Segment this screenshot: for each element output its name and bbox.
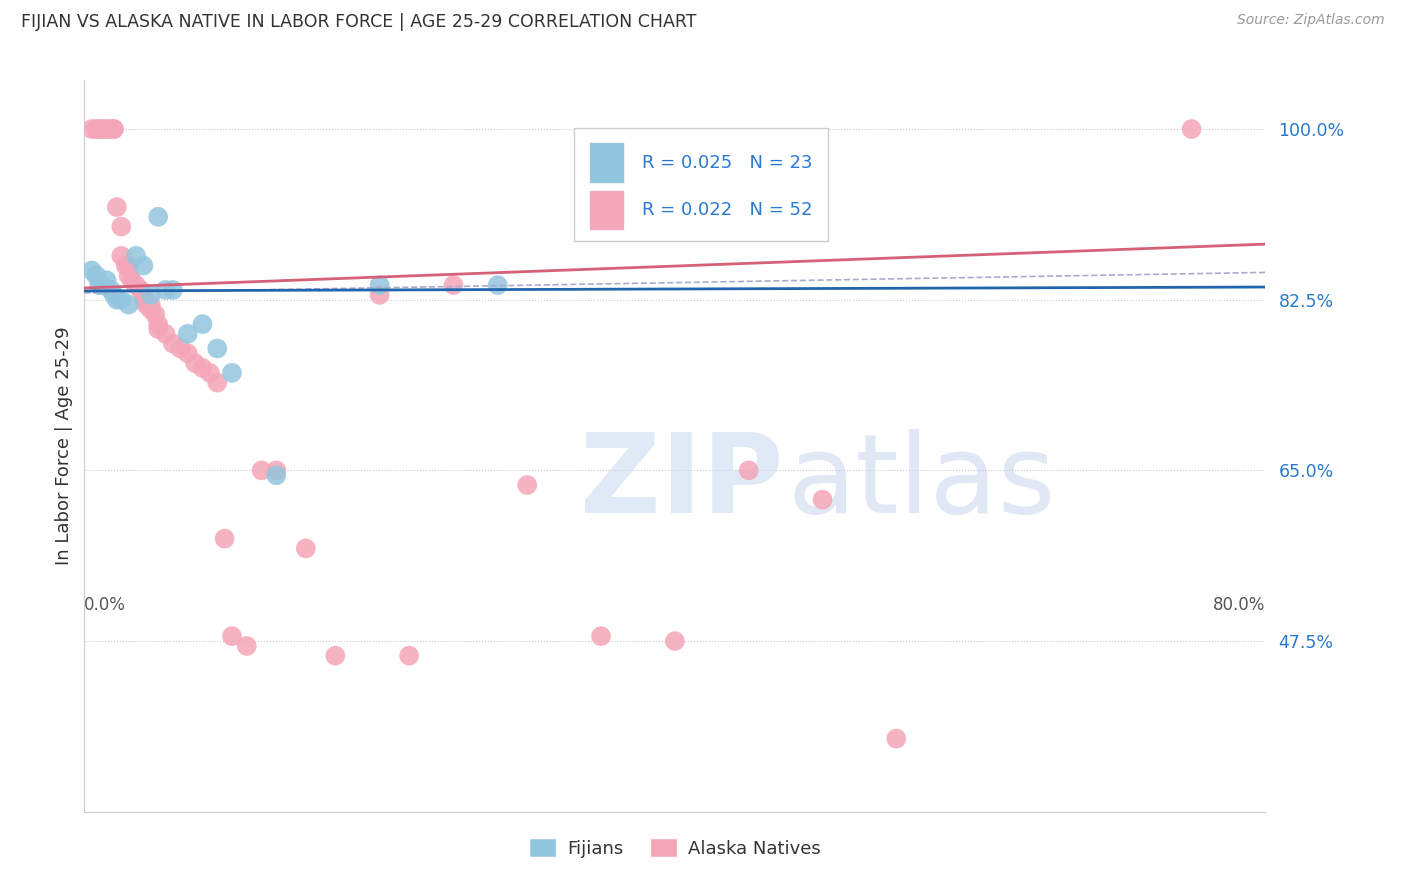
Text: atlas: atlas bbox=[787, 429, 1056, 536]
Point bbox=[162, 336, 184, 351]
Point bbox=[811, 492, 834, 507]
Point bbox=[91, 122, 114, 136]
Point bbox=[221, 366, 243, 380]
Point bbox=[105, 200, 128, 214]
Point bbox=[155, 283, 177, 297]
Point bbox=[198, 366, 221, 380]
Text: R = 0.025   N = 23: R = 0.025 N = 23 bbox=[641, 153, 813, 171]
FancyBboxPatch shape bbox=[589, 190, 624, 230]
Point bbox=[143, 307, 166, 321]
Point bbox=[368, 278, 391, 293]
Point bbox=[738, 463, 761, 477]
Point bbox=[214, 532, 236, 546]
Point bbox=[114, 259, 136, 273]
Point bbox=[250, 463, 273, 477]
Point bbox=[135, 297, 157, 311]
Point bbox=[132, 259, 155, 273]
Point bbox=[886, 731, 908, 746]
Point bbox=[323, 648, 347, 663]
Point bbox=[169, 342, 191, 356]
Point bbox=[121, 273, 143, 287]
Point bbox=[1180, 122, 1202, 136]
Point bbox=[295, 541, 318, 556]
Text: 80.0%: 80.0% bbox=[1213, 596, 1265, 614]
Point bbox=[139, 297, 162, 311]
Point bbox=[132, 293, 155, 307]
Legend: Fijians, Alaska Natives: Fijians, Alaska Natives bbox=[522, 831, 828, 865]
Point bbox=[80, 263, 103, 277]
Point bbox=[221, 629, 243, 643]
Point bbox=[205, 342, 228, 356]
Y-axis label: In Labor Force | Age 25-29: In Labor Force | Age 25-29 bbox=[55, 326, 73, 566]
Point bbox=[103, 288, 125, 302]
Point bbox=[132, 288, 155, 302]
Point bbox=[148, 322, 170, 336]
Point bbox=[96, 122, 118, 136]
Point bbox=[191, 317, 214, 331]
Point bbox=[87, 122, 111, 136]
Text: 0.0%: 0.0% bbox=[84, 596, 127, 614]
Point bbox=[177, 346, 200, 360]
Point bbox=[91, 278, 114, 293]
Text: FIJIAN VS ALASKA NATIVE IN LABOR FORCE | AGE 25-29 CORRELATION CHART: FIJIAN VS ALASKA NATIVE IN LABOR FORCE |… bbox=[21, 13, 696, 31]
Point bbox=[87, 278, 111, 293]
Point bbox=[103, 122, 125, 136]
Point bbox=[125, 278, 148, 293]
Point bbox=[87, 122, 111, 136]
Text: R = 0.022   N = 52: R = 0.022 N = 52 bbox=[641, 201, 813, 219]
Point bbox=[148, 317, 170, 331]
Point bbox=[80, 122, 103, 136]
Point bbox=[105, 293, 128, 307]
Point bbox=[235, 639, 259, 653]
Point bbox=[118, 268, 141, 283]
Point bbox=[664, 634, 686, 648]
Point bbox=[84, 268, 107, 283]
Point bbox=[139, 288, 162, 302]
Point bbox=[148, 210, 170, 224]
Point bbox=[103, 122, 125, 136]
FancyBboxPatch shape bbox=[575, 128, 828, 241]
Point bbox=[100, 283, 122, 297]
Point bbox=[118, 259, 141, 273]
Point bbox=[110, 293, 132, 307]
Point bbox=[264, 463, 288, 477]
Point bbox=[191, 361, 214, 376]
Point bbox=[125, 249, 148, 263]
Point bbox=[96, 273, 118, 287]
Point bbox=[184, 356, 207, 370]
Point bbox=[486, 278, 509, 293]
Point bbox=[100, 122, 122, 136]
Point bbox=[205, 376, 228, 390]
Point bbox=[110, 219, 132, 234]
Point bbox=[264, 468, 288, 483]
Point bbox=[84, 122, 107, 136]
Point bbox=[118, 297, 141, 311]
Text: ZIP: ZIP bbox=[581, 429, 783, 536]
Point bbox=[96, 122, 118, 136]
Point bbox=[591, 629, 613, 643]
Point bbox=[441, 278, 464, 293]
Point bbox=[177, 326, 200, 341]
Text: Source: ZipAtlas.com: Source: ZipAtlas.com bbox=[1237, 13, 1385, 28]
Point bbox=[398, 648, 420, 663]
Point bbox=[516, 478, 538, 492]
Point bbox=[110, 249, 132, 263]
Point bbox=[139, 302, 162, 317]
Point bbox=[129, 283, 152, 297]
Point bbox=[368, 288, 391, 302]
FancyBboxPatch shape bbox=[589, 143, 624, 183]
Point bbox=[162, 283, 184, 297]
Point bbox=[155, 326, 177, 341]
